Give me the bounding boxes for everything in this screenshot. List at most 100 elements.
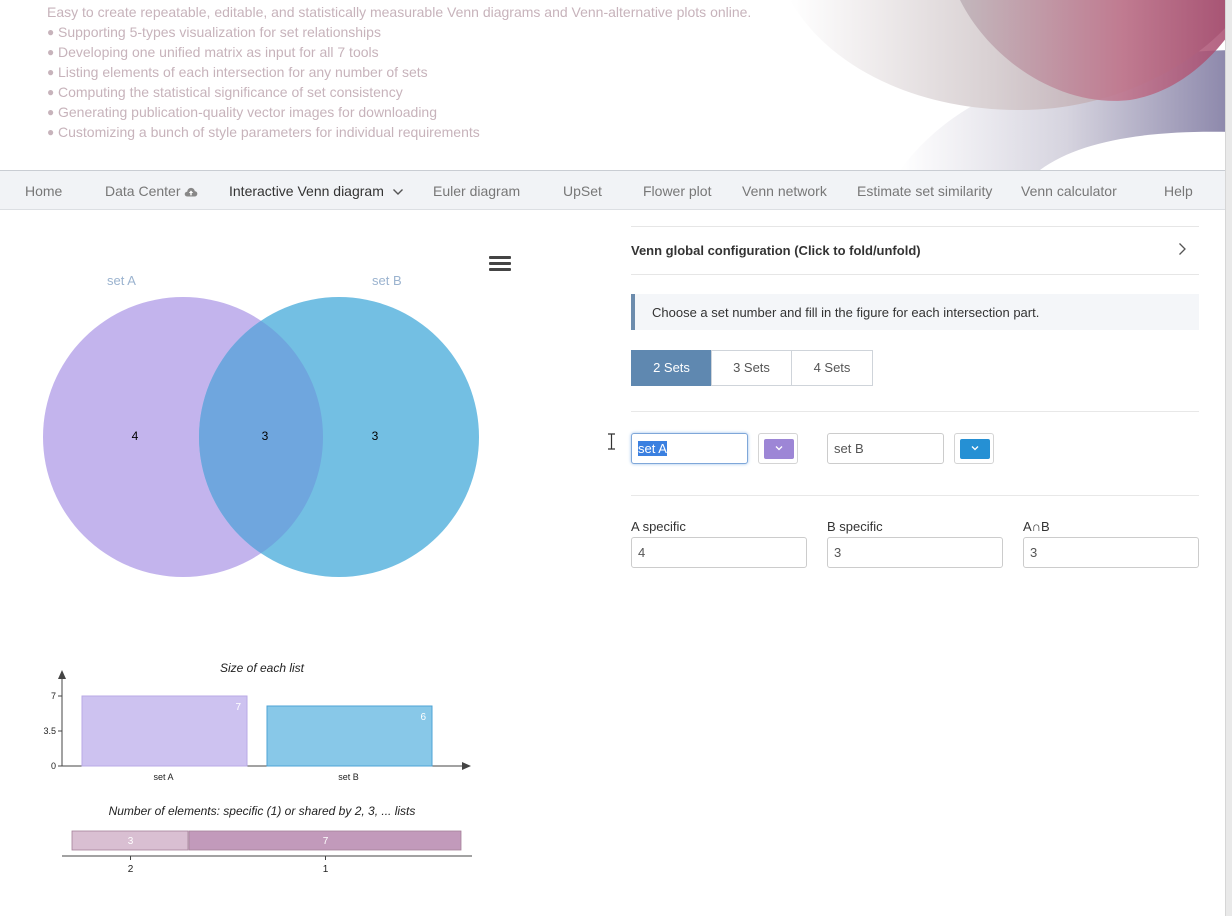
- nav-label: Flower plot: [643, 183, 712, 199]
- bar-set-b: [266, 705, 433, 767]
- chevron-down-icon: [775, 446, 783, 451]
- feature-text: Customizing a bunch of style parameters …: [58, 124, 480, 140]
- instruction-text: Choose a set number and fill in the figu…: [652, 305, 1040, 320]
- feature-item: ● Generating publication-quality vector i…: [47, 102, 751, 122]
- segment-value-label: 7: [323, 836, 329, 847]
- feature-list: ● Supporting 5-types visualization for se…: [47, 22, 751, 142]
- feature-item: ● Customizing a bunch of style parameters…: [47, 122, 751, 142]
- x-tick-label: set B: [338, 772, 359, 782]
- site-header: Easy to create repeatable, editable, and…: [0, 0, 1232, 170]
- nav-label: Data Center: [105, 183, 181, 199]
- a-specific-input[interactable]: 4: [631, 537, 807, 568]
- x-tick-label: set A: [153, 772, 173, 782]
- y-tick-label: 0: [51, 761, 56, 771]
- x-tick-label: 2: [128, 864, 134, 875]
- nav-estimate-set-similarity[interactable]: Estimate set similarity: [857, 171, 992, 211]
- set-number-tabs: 2 Sets 3 Sets 4 Sets: [631, 350, 873, 386]
- tab-4-sets[interactable]: 4 Sets: [791, 350, 873, 386]
- divider: [631, 495, 1199, 496]
- intersection-input[interactable]: 3: [1023, 537, 1199, 568]
- feature-item: ● Listing elements of each intersection f…: [47, 62, 751, 82]
- x-axis-arrow: [462, 762, 471, 770]
- size-bar-chart: Size of each list 0 3.5 7 7 set A 6 set B: [43, 661, 471, 782]
- bullet-icon: ●: [47, 25, 55, 39]
- nav-label: Venn calculator: [1021, 183, 1117, 199]
- venn-set-a-title: set A: [107, 273, 136, 288]
- nav-help[interactable]: Help: [1164, 171, 1193, 211]
- venn-label-intersection: 3: [262, 429, 269, 443]
- feature-item: ● Supporting 5-types visualization for se…: [47, 22, 751, 42]
- instruction-callout: Choose a set number and fill in the figu…: [631, 294, 1199, 330]
- bullet-icon: ●: [47, 45, 55, 59]
- tab-3-sets[interactable]: 3 Sets: [711, 350, 792, 386]
- feature-text: Developing one unified matrix as input f…: [58, 44, 379, 60]
- header-decoration: [790, 0, 1232, 170]
- set-a-name-value: set A: [638, 441, 667, 456]
- chart-menu-icon[interactable]: [489, 256, 511, 274]
- nav-interactive-venn[interactable]: Interactive Venn diagram: [229, 171, 404, 211]
- set-b-name-input[interactable]: set B: [827, 433, 944, 464]
- b-specific-input[interactable]: 3: [827, 537, 1003, 568]
- segment-value-label: 3: [128, 836, 134, 847]
- nav-home[interactable]: Home: [25, 171, 62, 211]
- nav-venn-network[interactable]: Venn network: [742, 171, 827, 211]
- venn-set-b-title: set B: [372, 273, 402, 288]
- nav-data-center[interactable]: Data Center: [105, 171, 198, 211]
- bullet-icon: ●: [47, 125, 55, 139]
- feature-item: ● Computing the statistical significance …: [47, 82, 751, 102]
- tagline: Easy to create repeatable, editable, and…: [47, 4, 752, 20]
- stack-segment-2: [71, 830, 189, 851]
- y-axis-arrow: [58, 670, 66, 679]
- y-tick-label: 3.5: [43, 726, 56, 736]
- bar-value-label: 6: [420, 712, 426, 723]
- nav-venn-calculator[interactable]: Venn calculator: [1021, 171, 1117, 211]
- set-a-name-input[interactable]: set A: [631, 433, 748, 464]
- nav-flower-plot[interactable]: Flower plot: [643, 171, 711, 211]
- feature-text: Generating publication-quality vector im…: [58, 104, 437, 120]
- venn-diagram: 4 3 3: [43, 297, 479, 577]
- feature-text: Supporting 5-types visualization for set…: [58, 24, 381, 40]
- nav-label: Euler diagram: [433, 183, 521, 199]
- page-scrollbar[interactable]: [1225, 0, 1232, 916]
- y-tick-label: 7: [51, 691, 56, 701]
- chart-title: Size of each list: [220, 661, 305, 675]
- venn-label-b-only: 3: [372, 429, 379, 443]
- intro-text: Easy to create repeatable, editable, and…: [47, 2, 751, 142]
- bar-value-label: 7: [235, 702, 241, 713]
- set-b-color-picker[interactable]: [954, 433, 994, 464]
- chevron-down-icon: [971, 446, 979, 451]
- chart-title: Number of elements: specific (1) or shar…: [109, 804, 416, 818]
- nav-label: UpSet: [563, 183, 602, 199]
- stack-segment-1: [188, 830, 462, 851]
- feature-text: Computing the statistical significance o…: [58, 84, 403, 100]
- nav-label: Help: [1164, 183, 1193, 199]
- nav-label: Venn network: [742, 183, 827, 199]
- nav-label: Estimate set similarity: [857, 183, 993, 199]
- nav-euler-diagram[interactable]: Euler diagram: [433, 171, 520, 211]
- set-a-color-picker[interactable]: [758, 433, 798, 464]
- intersection-label: A∩B: [1023, 519, 1050, 534]
- chevron-right-icon: [1179, 243, 1186, 255]
- nav-label: Home: [25, 183, 63, 199]
- tab-2-sets[interactable]: 2 Sets: [631, 350, 712, 386]
- bullet-icon: ●: [47, 105, 55, 119]
- intersection-value: 3: [1030, 545, 1038, 560]
- x-tick-label: 1: [323, 864, 329, 875]
- bar-set-a: [81, 695, 248, 767]
- nav-label: Interactive Venn diagram: [229, 183, 384, 199]
- config-panel-title: Venn global configuration (Click to fold…: [631, 243, 921, 258]
- chevron-down-icon: [392, 189, 403, 196]
- nav-upset[interactable]: UpSet: [563, 171, 602, 211]
- b-specific-label: B specific: [827, 519, 883, 534]
- feature-text: Listing elements of each intersection fo…: [58, 64, 428, 80]
- venn-config-toggle[interactable]: Venn global configuration (Click to fold…: [631, 226, 1199, 275]
- set-b-name-value: set B: [834, 441, 864, 456]
- venn-intersection[interactable]: [199, 297, 479, 577]
- a-specific-label: A specific: [631, 519, 686, 534]
- main-navbar: Home Data Center Interactive Venn diagra…: [0, 170, 1225, 210]
- a-specific-value: 4: [638, 545, 646, 560]
- bullet-icon: ●: [47, 85, 55, 99]
- text-cursor-icon: [608, 433, 615, 450]
- divider: [631, 411, 1199, 412]
- bullet-icon: ●: [47, 65, 55, 79]
